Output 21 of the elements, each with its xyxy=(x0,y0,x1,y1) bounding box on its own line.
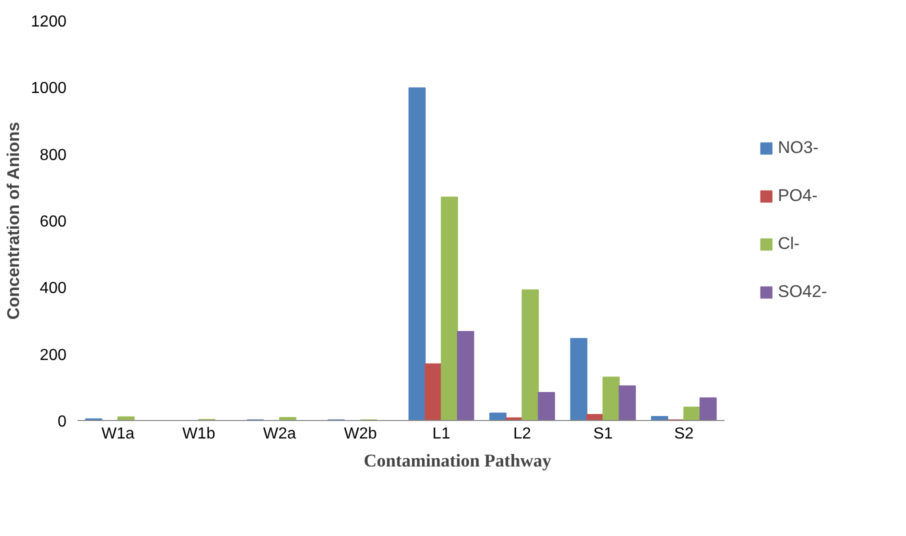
legend-label: Cl- xyxy=(778,234,800,254)
y-tick-label: 600 xyxy=(40,214,67,230)
y-axis-title: Concentration of Anions xyxy=(4,122,23,320)
y-tick-label: 800 xyxy=(40,146,67,164)
x-tick-label: S2 xyxy=(674,426,694,442)
x-tick-label: S1 xyxy=(593,426,613,442)
legend-label: NO3- xyxy=(778,138,818,158)
x-axis-title: Contamination Pathway xyxy=(364,450,552,470)
legend-label: SO42- xyxy=(778,282,827,302)
y-tick-label: 1000 xyxy=(30,80,67,98)
x-tick-label: W2b xyxy=(344,426,378,442)
x-tick-label: W2a xyxy=(263,426,296,442)
x-tick-label: L1 xyxy=(432,426,450,442)
y-tick-label: 1200 xyxy=(30,14,67,30)
legend-label: PO4- xyxy=(778,186,818,206)
y-tick-label: 0 xyxy=(58,414,67,430)
x-tick-label: L2 xyxy=(513,426,532,442)
x-tick-label: W1a xyxy=(101,426,134,442)
y-tick-label: 400 xyxy=(40,280,67,298)
y-tick-label: 200 xyxy=(40,346,67,364)
x-tick-label: W1b xyxy=(182,426,216,442)
